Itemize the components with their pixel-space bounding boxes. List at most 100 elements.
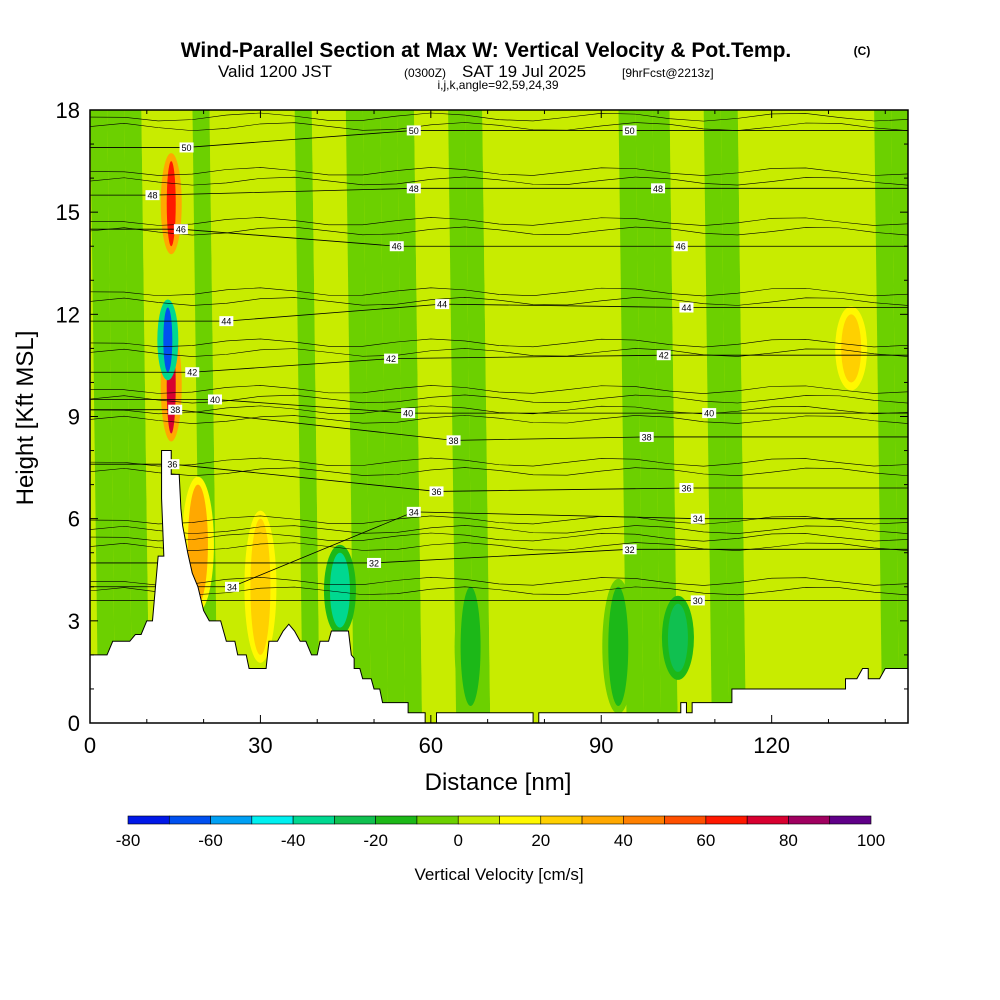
theta-label: 40	[401, 408, 416, 419]
theta-label-text: 34	[227, 582, 237, 592]
field-band	[362, 110, 389, 723]
theta-label-text: 40	[403, 409, 413, 419]
theta-label: 48	[145, 190, 160, 201]
x-axis-label: Distance [nm]	[425, 769, 572, 796]
field-band	[209, 110, 235, 723]
theta-label: 44	[219, 316, 234, 327]
colorbar-swatch	[623, 815, 665, 825]
theta-label-text: 38	[170, 405, 180, 415]
theta-label-text: 30	[693, 596, 703, 606]
theta-isentrope	[90, 297, 908, 306]
theta-label-text: 44	[681, 303, 691, 313]
colorbar-swatch	[292, 815, 335, 825]
theta-isentrope	[90, 176, 908, 186]
y-tick-label: 3	[68, 609, 80, 634]
theta-isentrope	[90, 405, 908, 415]
theta-label: 38	[639, 431, 654, 442]
theta-label-text: 34	[409, 507, 419, 517]
title-unit-mark: (C)	[854, 44, 871, 58]
forecast-info: [9hrFcst@2213z]	[622, 66, 714, 80]
field-band	[482, 110, 508, 723]
theta-isentrope	[90, 226, 908, 236]
field-band	[891, 110, 908, 723]
theta-isentrope	[90, 217, 908, 226]
x-tick-label: 0	[84, 733, 96, 758]
field-band	[618, 110, 644, 723]
velocity-feature	[841, 314, 862, 383]
velocity-feature	[163, 307, 173, 373]
colorbar-swatch	[746, 815, 789, 825]
colorbar-tick-label: -80	[116, 831, 141, 850]
velocity-feature	[329, 552, 350, 628]
colorbar-swatch	[416, 815, 459, 825]
theta-label: 44	[435, 299, 450, 310]
theta-label: 48	[651, 183, 666, 194]
field-band	[124, 110, 150, 723]
theta-label: 36	[679, 483, 694, 494]
colorbar-tick-label: 60	[696, 831, 715, 850]
colorbar-swatch	[127, 815, 170, 825]
theta-isentrope	[90, 385, 908, 394]
theta-label: 36	[165, 459, 180, 470]
theta-label-text: 48	[409, 184, 419, 194]
theta-label-text: 46	[676, 242, 686, 252]
field-band	[277, 110, 303, 723]
theta-contour-labels: 50 50 50 48 48 48 46 46 46 44 44 44 42 42 42 40 40 40 38 38…	[145, 125, 717, 606]
y-tick-label: 12	[56, 302, 80, 327]
plot-area: 50 50 50 48 48 48 46 46 46 44 44 44 42 42 42 40 40 40 38 38…	[90, 110, 908, 723]
field-band	[652, 110, 678, 723]
field-band	[448, 110, 474, 723]
theta-label: 30	[690, 595, 705, 606]
y-tick-label: 6	[68, 507, 80, 532]
y-tick-label: 0	[68, 711, 80, 736]
field-band	[550, 110, 576, 723]
theta-label-text: 42	[659, 351, 669, 361]
terrain	[90, 450, 908, 723]
colorbar-swatch	[664, 815, 707, 825]
theta-label: 34	[225, 581, 240, 592]
colorbar-swatch	[334, 815, 376, 825]
field-band	[686, 110, 712, 723]
theta-label-text: 50	[625, 126, 635, 136]
colorbar-swatch	[829, 815, 872, 825]
theta-isentrope	[90, 586, 908, 596]
theta-label: 50	[179, 142, 194, 153]
theta-label: 42	[656, 350, 671, 361]
colorbar-tick-label: 20	[531, 831, 550, 850]
field-band	[567, 110, 593, 723]
colorbar-tick-label: -40	[281, 831, 306, 850]
colorbar-swatch	[457, 815, 500, 825]
colorbar-swatch	[788, 815, 831, 825]
theta-label-text: 36	[432, 487, 442, 497]
theta-isentrope	[90, 532, 908, 542]
field-band	[840, 110, 866, 723]
x-tick-label: 120	[753, 733, 790, 758]
field-band	[737, 110, 763, 723]
y-tick-label: 15	[56, 200, 80, 225]
theta-label: 38	[168, 404, 183, 415]
theta-label: 40	[702, 408, 717, 419]
theta-isentrope	[90, 394, 908, 404]
theta-label-text: 46	[392, 242, 402, 252]
theta-isentrope	[90, 542, 908, 551]
theta-label-text: 38	[642, 432, 652, 442]
theta-isentrope	[90, 287, 908, 297]
theta-label-text: 40	[704, 409, 714, 419]
theta-isentrope	[90, 122, 908, 131]
theta-isentrope	[90, 348, 908, 357]
colorbar-swatch	[210, 815, 253, 825]
y-tick-label: 9	[68, 405, 80, 430]
theta-label-text: 38	[449, 436, 459, 446]
theta-label: 34	[690, 513, 705, 524]
field-band	[703, 110, 729, 723]
field-band	[90, 110, 116, 723]
colorbar-tick-label: 100	[857, 831, 885, 850]
theta-label-text: 42	[386, 354, 396, 364]
velocity-feature	[608, 586, 629, 706]
theta-label-text: 42	[187, 368, 197, 378]
theta-label: 32	[367, 557, 382, 568]
theta-label-text: 46	[176, 225, 186, 235]
field-band	[516, 110, 542, 723]
theta-label-text: 44	[221, 317, 231, 327]
y-tick-label: 18	[56, 98, 80, 123]
